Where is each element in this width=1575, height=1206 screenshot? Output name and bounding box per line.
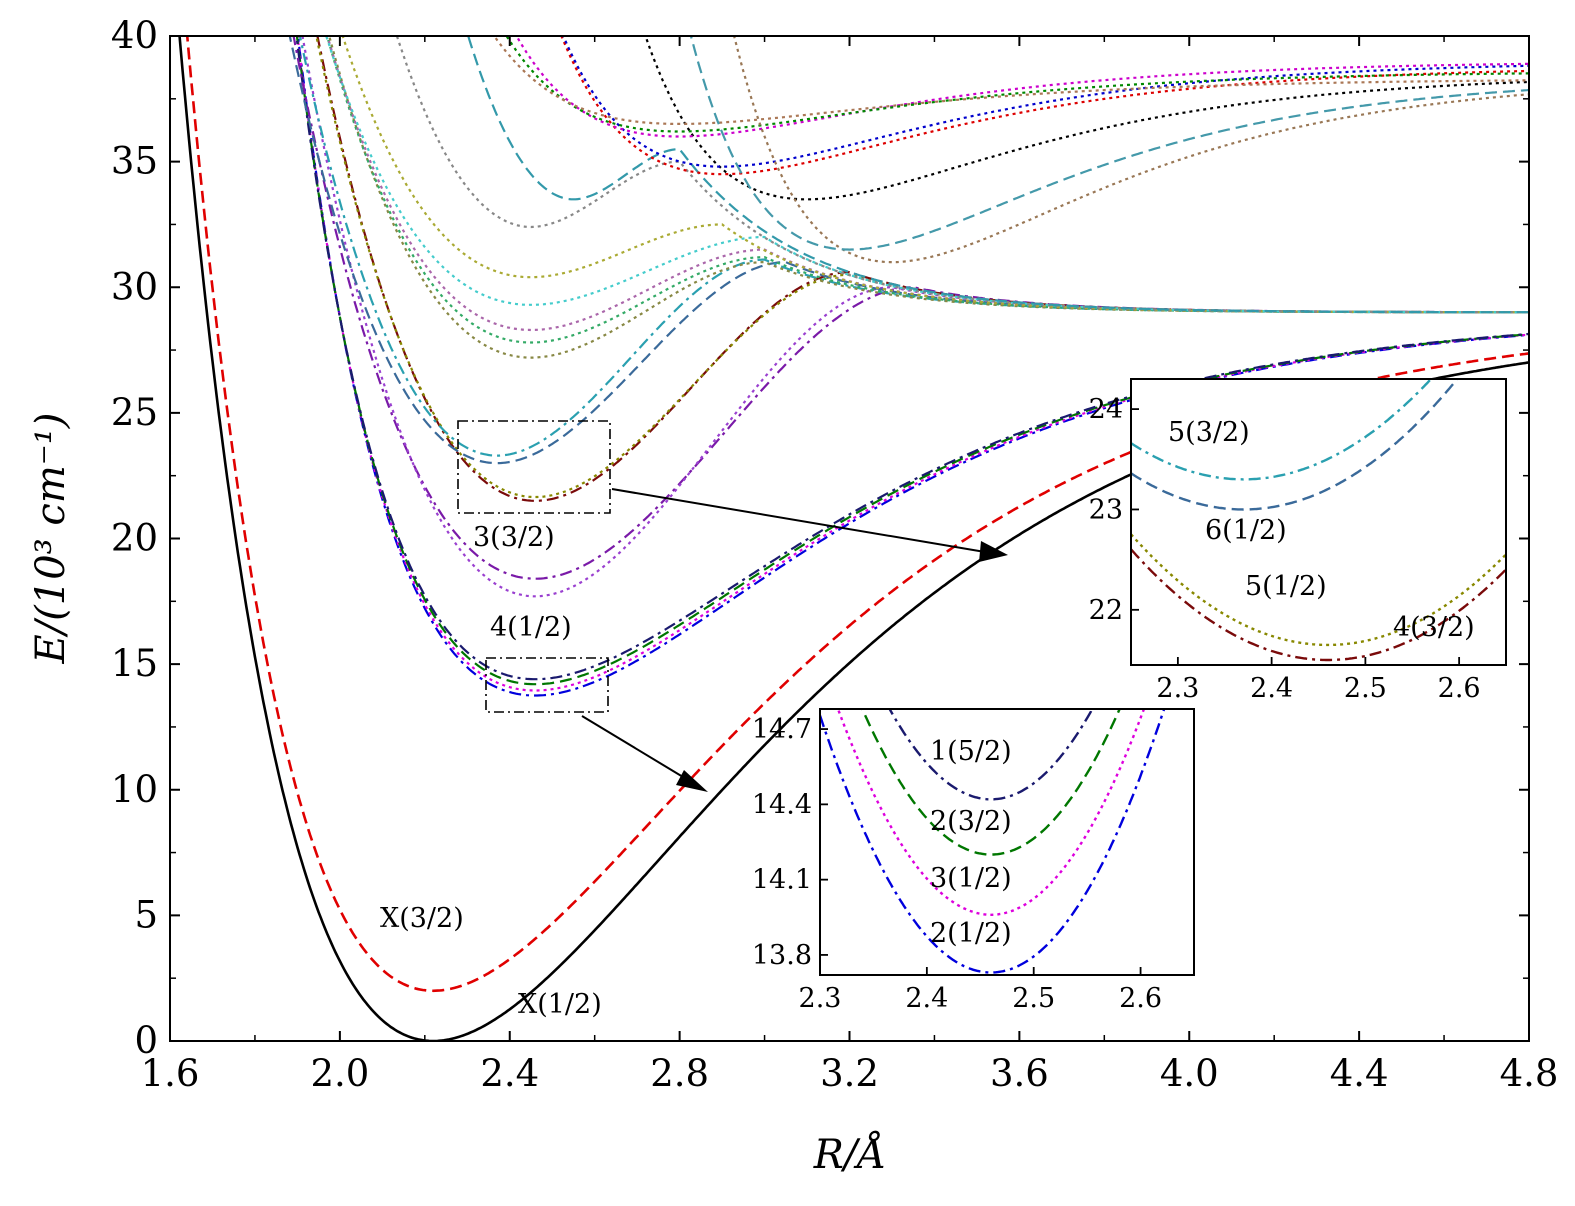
y-tick-label-4: 20 — [111, 517, 158, 560]
main-ticks: 1.6 2.0 2.4 2.8 3.2 3.6 4.0 4.4 4.8 0 5 10 15 20 25 30 3… — [111, 14, 1559, 1095]
x-tick-label-0: 1.6 — [141, 1052, 200, 1095]
x-tick-label-2: 2.4 — [480, 1052, 539, 1095]
series-line-22 — [515, 36, 1529, 138]
inset-0-y-label-2: 24 — [1089, 394, 1123, 425]
inset-upper-bg — [1131, 379, 1506, 665]
x-tick-label-7: 4.4 — [1330, 1052, 1389, 1095]
inset-lower-label-0: 1(5/2) — [930, 736, 1012, 767]
y-tick-label-3: 15 — [111, 642, 158, 685]
inset-0-series-3 — [1131, 548, 1506, 662]
inset-1-x-label-2: 2.5 — [1012, 983, 1055, 1014]
x-tick-label-4: 3.2 — [820, 1052, 879, 1095]
annotation-x12: X(1/2) — [518, 989, 602, 1020]
y-axis-title: E/(10³ cm⁻¹) — [28, 412, 74, 664]
series-line-20 — [560, 36, 1529, 176]
series-line-5 — [295, 36, 1529, 681]
main-curves — [178, 36, 1529, 1041]
y-tick-label-8: 40 — [111, 14, 158, 57]
inset-1-y-label-2: 14.4 — [752, 789, 812, 820]
series-line-25 — [732, 36, 1529, 264]
y-tick-label-5: 25 — [111, 391, 158, 434]
inset-0-series-0 — [1131, 379, 1433, 481]
inset-lower-curves — [820, 709, 1166, 974]
inset-1-series-1 — [860, 709, 1121, 856]
y-tick-label-7: 35 — [111, 140, 158, 183]
inset-upper-ticks: 2.3 2.4 2.5 2.6 22 23 24 — [1089, 394, 1481, 704]
inset-upper-label-3: 4(3/2) — [1393, 612, 1475, 643]
arrow-lower-head — [676, 770, 708, 792]
series-line-24 — [492, 36, 1529, 125]
inset-1-series-2 — [836, 709, 1146, 916]
x-axis-title: R/Å — [813, 1131, 886, 1178]
arrow-lower-line — [581, 715, 689, 781]
inset-0-x-label-0: 2.3 — [1156, 673, 1199, 704]
zoom-box-upper — [457, 420, 611, 514]
series-line-13 — [325, 36, 1529, 344]
annotation-3-32: 3(3/2) — [473, 522, 555, 553]
inset-lower: 2.3 2.4 2.5 2.6 13.8 14.1 14.4 14.7 1(5/2) 2(3/… — [752, 708, 1195, 1014]
y-tick-label-6: 30 — [111, 265, 158, 308]
series-line-19 — [644, 36, 1529, 201]
inset-upper-label-1: 6(1/2) — [1205, 515, 1287, 546]
inset-lower-frame — [819, 708, 1195, 976]
arrow-upper-head — [979, 541, 1008, 562]
inset-lower-ticks: 2.3 2.4 2.5 2.6 13.8 14.1 14.4 14.7 — [752, 714, 1162, 1014]
series-line-23 — [505, 36, 1529, 133]
series-line-15 — [325, 36, 1529, 314]
inset-1-x-label-3: 2.6 — [1119, 983, 1162, 1014]
series-line-1 — [185, 36, 1529, 993]
series-line-26 — [689, 36, 1529, 251]
inset-0-y-label-1: 23 — [1089, 494, 1123, 525]
inset-upper-frame — [1130, 378, 1507, 666]
zoom-box-lower — [485, 657, 609, 713]
inset-1-x-label-1: 2.4 — [905, 983, 948, 1014]
inset-0-x-label-2: 2.5 — [1344, 673, 1387, 704]
inset-1-x-label-0: 2.3 — [799, 983, 842, 1014]
series-line-4 — [295, 36, 1529, 686]
inset-0-y-label-0: 22 — [1089, 595, 1123, 626]
annotation-x32: X(3/2) — [380, 903, 464, 934]
inset-lower-label-1: 2(3/2) — [930, 806, 1012, 837]
series-line-2 — [296, 36, 1529, 697]
y-tick-label-2: 10 — [111, 768, 158, 811]
x-tick-label-1: 2.0 — [310, 1052, 369, 1095]
annotation-4-12: 4(1/2) — [490, 612, 572, 643]
series-line-21 — [562, 36, 1529, 168]
inset-1-y-label-3: 14.7 — [752, 714, 812, 745]
x-tick-label-3: 2.8 — [650, 1052, 709, 1095]
inset-upper-curves — [1131, 379, 1506, 662]
inset-1-y-label-1: 14.1 — [752, 865, 812, 896]
x-tick-label-6: 4.0 — [1160, 1052, 1219, 1095]
arrow-upper-line — [611, 488, 986, 553]
inset-0-x-label-3: 2.6 — [1438, 673, 1481, 704]
inset-upper-label-2: 5(1/2) — [1245, 571, 1327, 602]
inset-1-series-3 — [820, 709, 1166, 974]
inset-1-y-label-0: 13.8 — [752, 940, 812, 971]
x-tick-label-8: 4.8 — [1500, 1052, 1559, 1095]
inset-upper-label-0: 5(3/2) — [1168, 417, 1250, 448]
y-tick-label-1: 5 — [134, 893, 158, 936]
series-line-10 — [288, 36, 1529, 465]
x-tick-label-5: 3.6 — [990, 1052, 1049, 1095]
inset-lower-label-2: 3(1/2) — [930, 863, 1012, 894]
series-line-7 — [301, 36, 1529, 598]
inset-0-x-label-1: 2.4 — [1250, 673, 1293, 704]
series-line-18 — [467, 36, 1529, 314]
inset-0-series-2 — [1131, 533, 1506, 647]
inset-lower-label-3: 2(1/2) — [930, 918, 1012, 949]
y-tick-label-0: 0 — [134, 1019, 158, 1062]
